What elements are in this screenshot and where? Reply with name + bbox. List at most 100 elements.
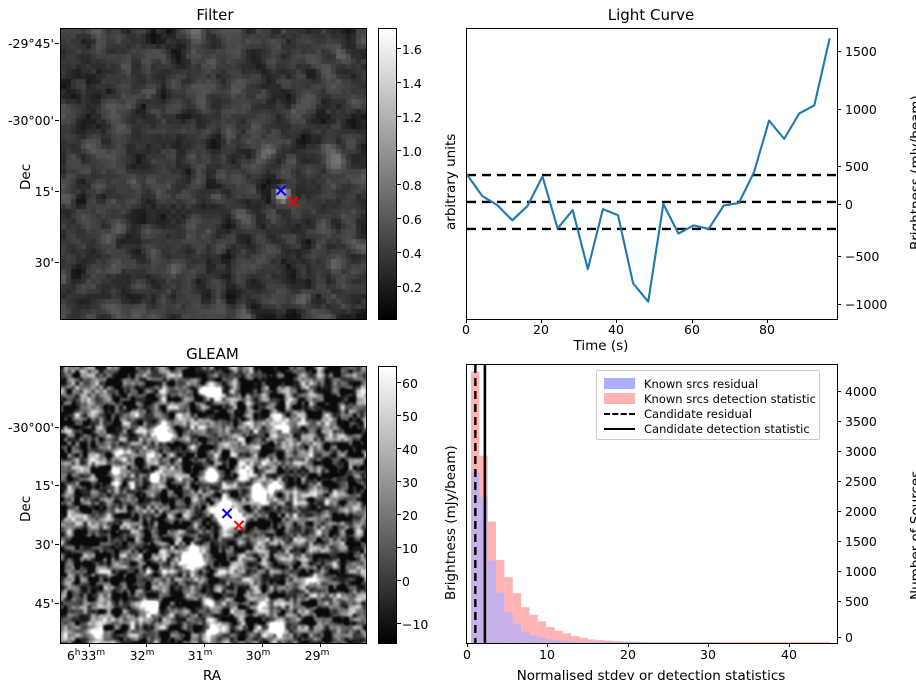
filter-ytickmark-1 <box>55 120 59 121</box>
histogram-xtick-0: 0 <box>463 647 471 662</box>
legend-label-known-srcs-residual: Known srcs residual <box>644 376 759 391</box>
light-curve-ytickmark-0 <box>837 51 841 52</box>
histogram-ytickmark-0 <box>837 391 841 392</box>
gleam-cbtickmark-3 <box>396 481 401 482</box>
gleam-ytick-1: 15' <box>34 478 54 493</box>
histogram-bar <box>512 593 522 643</box>
histogram-bar <box>805 642 814 643</box>
histogram-bar <box>738 642 747 643</box>
light-curve-line <box>467 38 831 303</box>
gleam-ytick-0: -30°00' <box>7 420 54 435</box>
histogram-legend: Known srcs residual Known srcs detection… <box>596 370 820 440</box>
gleam-xlabel: RA <box>202 668 222 684</box>
histogram-ytickmark-7 <box>837 601 841 602</box>
light-curve-ytickmark-3 <box>837 204 841 205</box>
light-curve-xtickmark-3 <box>692 319 693 323</box>
filter-ytick-3: 30' <box>34 255 54 270</box>
legend-line-candidate-residual <box>604 408 635 419</box>
histogram-bar <box>646 642 655 643</box>
histogram-bar <box>663 642 672 643</box>
histogram-bar <box>696 642 705 643</box>
histogram-bar <box>621 642 630 643</box>
gleam-cbtickmark-0 <box>396 382 401 383</box>
light-curve-ytick-2: 500 <box>845 159 869 174</box>
gleam-ytick-2: 30' <box>34 537 54 552</box>
legend-item-known-srcs-detection-statistic: Known srcs detection statistic <box>604 391 816 406</box>
light-curve-ytick-3: 0 <box>845 197 853 212</box>
gleam-cbtick-3: 30 <box>402 475 418 490</box>
histogram-bar <box>496 592 505 643</box>
filter-cbtick-7: 0.2 <box>402 280 422 295</box>
histogram-bar <box>504 577 513 643</box>
light-curve-ytick-5: −1000 <box>845 297 888 312</box>
legend-item-candidate-detection-statistic: Candidate detection statistic <box>604 421 812 436</box>
filter-cbtick-1: 1.4 <box>402 76 422 91</box>
histogram-bar <box>479 496 488 643</box>
histogram-ytick-6: 1000 <box>845 564 877 579</box>
histogram-bar <box>629 642 639 643</box>
histogram-bar <box>813 642 822 643</box>
light-curve-ylabel: Brightness (mJy/beam) <box>908 95 916 250</box>
histogram-bar <box>546 627 555 643</box>
histogram-xtick-1: 10 <box>539 647 555 662</box>
filter-cbtick-0: 1.6 <box>402 42 422 57</box>
light-curve-xtickmark-4 <box>767 319 768 323</box>
histogram-bar <box>529 614 538 643</box>
filter-colorbar-label: arbitrary units <box>443 133 459 230</box>
histogram-bar <box>613 642 622 643</box>
gleam-ytickmark-2 <box>55 544 59 545</box>
light-curve-xtick-2: 40 <box>608 322 624 337</box>
histogram-bar <box>654 642 664 643</box>
gleam-cbtickmark-7 <box>396 623 401 624</box>
histogram-bar <box>537 637 547 643</box>
light-curve-xtickmark-0 <box>466 319 467 323</box>
histogram-bar <box>746 642 756 643</box>
gleam-image-canvas <box>61 367 366 643</box>
gleam-cbtick-2: 40 <box>402 442 418 457</box>
histogram-bar <box>529 635 538 643</box>
histogram-xtickmark-2 <box>628 643 629 647</box>
filter-cbtick-2: 1.2 <box>402 110 422 125</box>
histogram-bar <box>821 642 831 643</box>
histogram-bar <box>487 560 497 643</box>
filter-cbtickmark-6 <box>396 252 401 253</box>
histogram-bar <box>554 640 563 643</box>
histogram-ytick-1: 3500 <box>845 414 877 429</box>
gleam-xtickmark-1 <box>146 643 147 647</box>
histogram-plot-area <box>466 364 838 644</box>
histogram-bar <box>571 641 580 643</box>
histogram-ytick-0: 4000 <box>845 384 877 399</box>
gleam-xtick-4: 29m <box>304 648 330 664</box>
histogram-bar <box>537 621 547 643</box>
gleam-xtickmark-2 <box>204 643 205 647</box>
histogram-ytickmark-6 <box>837 571 841 572</box>
gleam-ytickmark-1 <box>55 485 59 486</box>
histogram-ytick-7: 500 <box>845 594 869 609</box>
light-curve-ytickmark-4 <box>837 256 841 257</box>
histogram-bar <box>562 641 572 643</box>
legend-swatch-known-srcs-residual <box>604 378 635 389</box>
histogram-bar <box>704 642 714 643</box>
histogram-xtick-3: 30 <box>700 647 716 662</box>
light-curve-ytick-0: 1500 <box>845 44 877 59</box>
gleam-cbtick-4: 20 <box>402 508 418 523</box>
filter-sky-image <box>60 28 367 320</box>
filter-ytickmark-0 <box>55 43 59 44</box>
histogram-bar <box>604 642 614 643</box>
gleam-ytickmark-3 <box>55 603 59 604</box>
gleam-sky-image <box>60 366 367 644</box>
histogram-bar <box>679 642 689 643</box>
histogram-bar <box>729 642 739 643</box>
gleam-cbtick-5: 10 <box>402 541 418 556</box>
gleam-ylabel: Dec <box>18 495 34 522</box>
light-curve-svg <box>467 38 837 303</box>
filter-ytick-2: 15' <box>34 184 54 199</box>
light-curve-ytickmark-5 <box>837 304 841 305</box>
histogram-bar <box>780 642 789 643</box>
legend-item-candidate-residual: Candidate residual <box>604 406 812 421</box>
histogram-bar <box>721 642 730 643</box>
histogram-bar <box>671 642 680 643</box>
histogram-xtickmark-0 <box>467 643 468 647</box>
light-curve-xtickmark-2 <box>616 319 617 323</box>
